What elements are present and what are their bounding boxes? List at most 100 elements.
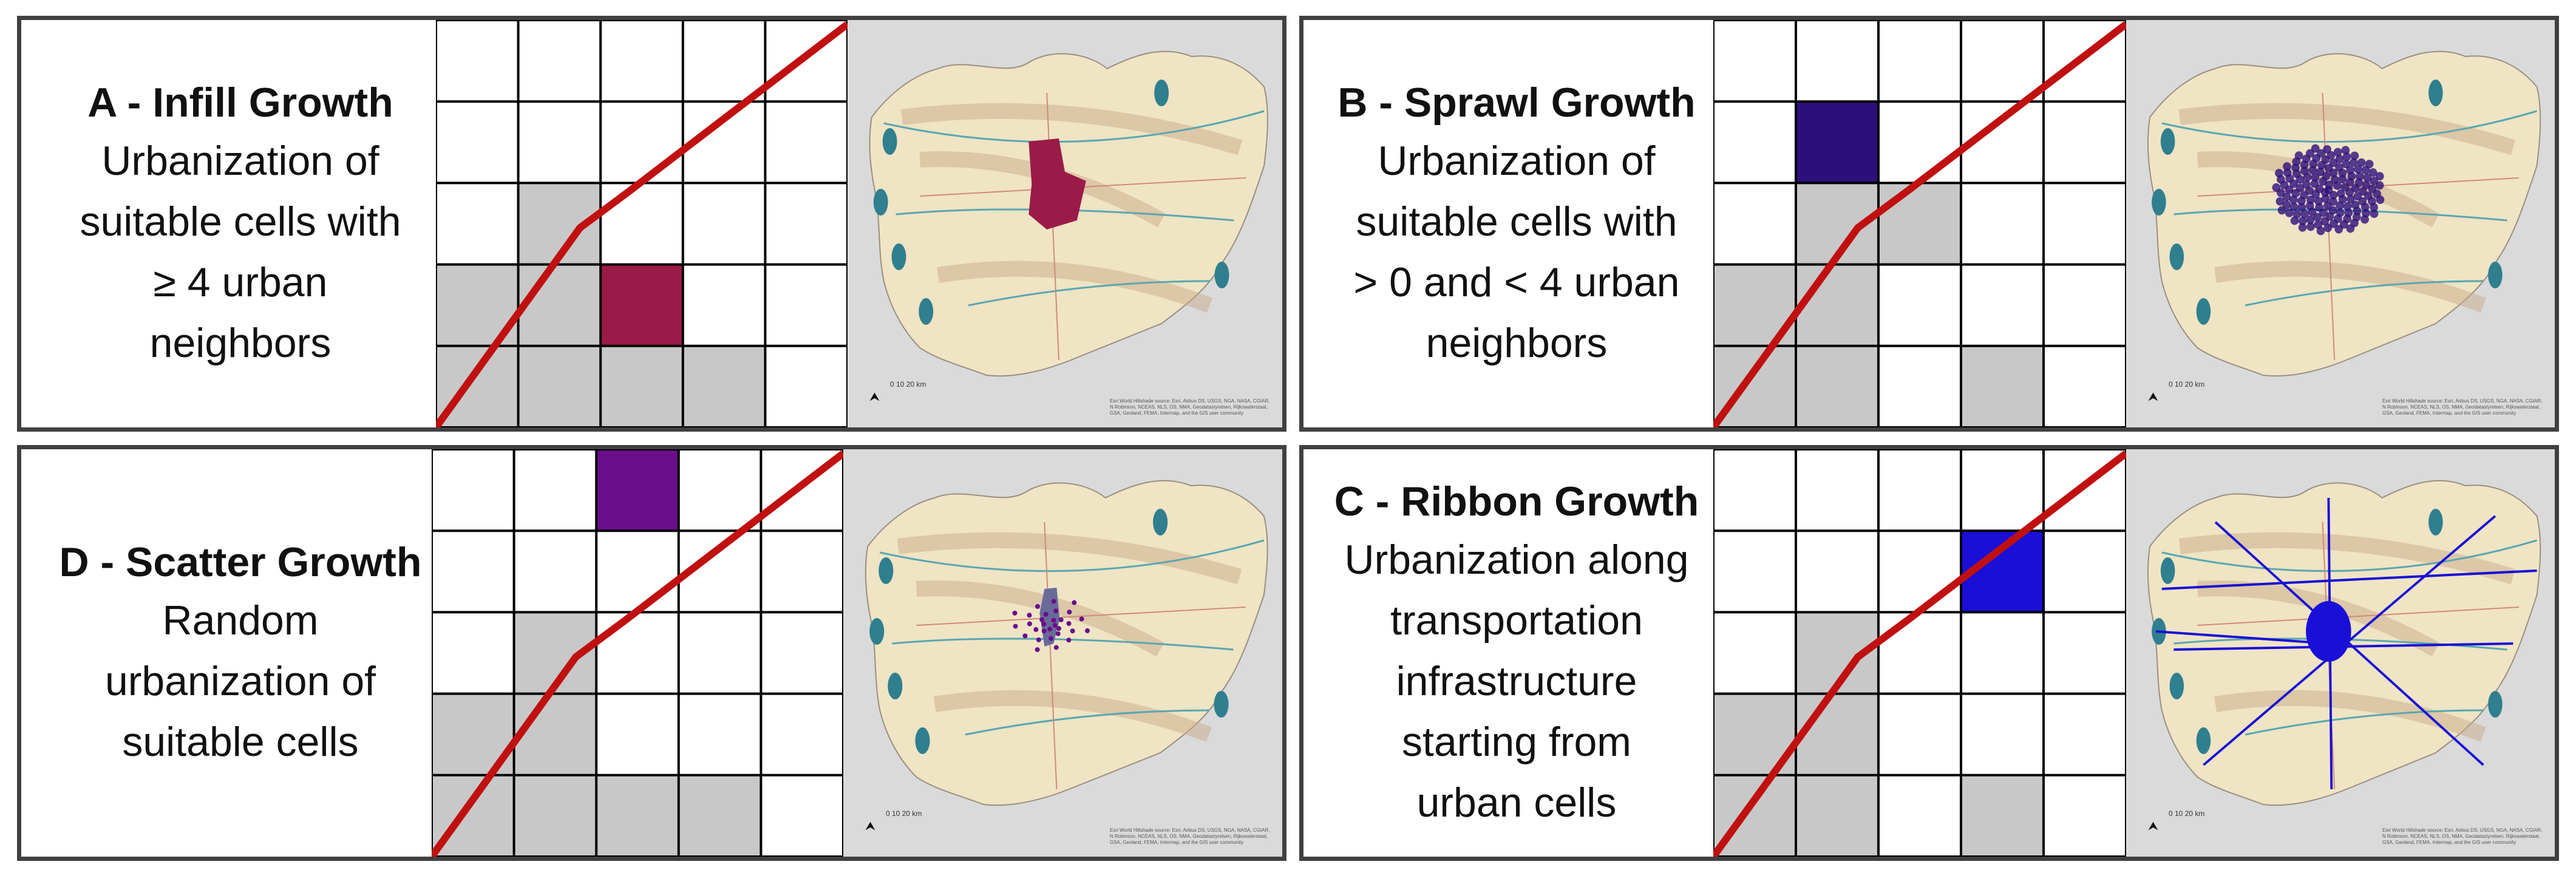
water-body <box>2428 80 2443 106</box>
scatter-cell <box>1043 611 1048 617</box>
scatter-cell <box>1051 599 1056 604</box>
scatter-cell <box>1052 623 1058 628</box>
urban-cell <box>1961 345 2044 427</box>
scale-label: 0 10 20 km <box>2169 380 2205 389</box>
sprawl-cell <box>2334 225 2343 234</box>
water-body <box>2488 262 2503 288</box>
road <box>1044 522 1058 790</box>
water-body <box>2488 691 2503 718</box>
panel-c-map: ⮝ 0 10 20 km Esri World Hillshade source: … <box>2126 449 2555 857</box>
urban-cell <box>1796 345 1878 427</box>
north-arrow-icon: ⮝ <box>869 390 880 404</box>
ribbon-road <box>2155 630 2329 645</box>
sprawl-cell <box>2272 183 2281 192</box>
panel-a-map: ⮝ 0 10 20 km Esri World Hillshade source: … <box>848 20 1282 427</box>
sprawl-cell <box>2323 144 2331 154</box>
scatter-cell <box>1067 610 1072 615</box>
panel-c-text: C - Ribbon Growth Urbanization along tra… <box>1303 449 1730 857</box>
river <box>883 110 1265 143</box>
water-body <box>888 673 903 699</box>
scatter-cell <box>1058 617 1064 622</box>
sprawl-cell <box>2300 166 2309 175</box>
panel-b-desc-line: suitable cells with <box>1356 198 1677 245</box>
water-body <box>1214 262 1229 288</box>
hillshade-ridge <box>897 532 1242 585</box>
panel-a-desc-line: Urbanization of <box>101 137 379 184</box>
scale-bar <box>890 20 1282 403</box>
scatter-cell <box>1072 600 1077 605</box>
infill-urban-area <box>1028 138 1086 229</box>
panel-scatter-growth: D - Scatter Growth Random urbanization o… <box>17 445 1286 861</box>
scatter-cell <box>1066 620 1072 626</box>
sprawl-cell <box>2306 215 2315 224</box>
water-body <box>2169 673 2184 699</box>
hillshade-ridge <box>2214 690 2486 743</box>
scatter-cell <box>1027 621 1032 627</box>
water-body <box>2169 243 2184 270</box>
sprawl-cell <box>2277 206 2286 215</box>
sprawl-cell <box>2308 207 2317 216</box>
map-image <box>843 449 1282 857</box>
urban-cell <box>518 345 601 427</box>
scatter-cell <box>1041 622 1047 627</box>
sprawl-cell <box>2311 173 2320 182</box>
scatter-cell <box>1039 617 1045 622</box>
scatter-cell <box>1012 610 1018 616</box>
sprawl-cell <box>2370 209 2379 219</box>
sprawl-cell <box>2321 194 2330 203</box>
map-image <box>2126 449 2555 857</box>
urban-cell <box>682 345 766 427</box>
panel-c-desc-line: infrastructure <box>1396 658 1637 704</box>
scatter-cell <box>1027 613 1032 618</box>
sprawl-cell <box>2306 222 2315 231</box>
scatter-cell <box>1013 624 1018 629</box>
scatter-cell <box>1051 617 1056 623</box>
water-body <box>2152 189 2166 216</box>
new-urban-cell <box>600 264 683 346</box>
ribbon-road <box>2161 569 2537 590</box>
sprawl-cell <box>2282 192 2291 202</box>
water-body <box>1153 509 1168 535</box>
panel-a-desc-line: neighbors <box>149 319 331 366</box>
scale-bar <box>2169 449 2555 832</box>
panel-c-title: C - Ribbon Growth <box>1334 478 1699 525</box>
sprawl-cell <box>2306 149 2314 158</box>
road-line <box>1713 21 2126 427</box>
scatter-cell <box>1035 603 1041 609</box>
panel-infill-growth: A - Infill Growth Urbanization of suitab… <box>17 16 1286 432</box>
sprawl-cell <box>2316 226 2325 236</box>
sprawl-cell <box>2360 215 2369 224</box>
map-image <box>2126 20 2555 427</box>
north-arrow-icon: ⮝ <box>2148 390 2158 404</box>
sprawl-cell <box>2289 202 2299 211</box>
scatter-cell <box>1036 637 1041 642</box>
hillshade-ridge <box>2214 260 2486 313</box>
urban-cell <box>1961 775 2044 857</box>
scatter-cell <box>1053 645 1059 650</box>
sprawl-cell <box>2316 168 2325 177</box>
road-line <box>436 21 848 427</box>
sprawl-cell <box>2356 172 2364 181</box>
scatter-cell <box>1079 616 1084 622</box>
water-body <box>878 557 894 584</box>
panel-c-description: Urbanization along transportation infras… <box>1344 529 1688 833</box>
panel-b-desc-line: neighbors <box>1426 319 1608 366</box>
panel-c-desc-line: Urbanization along <box>1344 536 1689 583</box>
urban-cell <box>518 264 601 346</box>
panel-c-desc-line: urban cells <box>1416 779 1617 826</box>
sprawl-cell <box>2297 203 2306 212</box>
sprawl-cell <box>2335 163 2343 172</box>
sprawl-cell <box>2291 189 2300 198</box>
sprawl-cell <box>2362 209 2370 218</box>
panel-b-desc-line: > 0 and < 4 urban <box>1353 259 1680 305</box>
north-arrow-icon: ⮝ <box>2148 820 2158 833</box>
panel-b-grid-diagram <box>1713 20 2126 427</box>
scatter-cell <box>1041 628 1047 634</box>
sprawl-cell <box>2294 151 2303 160</box>
river <box>968 280 1210 307</box>
scatter-cell <box>1033 627 1039 632</box>
panel-a-desc-line: suitable cells with <box>80 198 401 245</box>
river <box>879 539 1265 573</box>
new-urban-cell <box>596 449 679 531</box>
panel-c-desc-line: starting from <box>1402 718 1631 765</box>
